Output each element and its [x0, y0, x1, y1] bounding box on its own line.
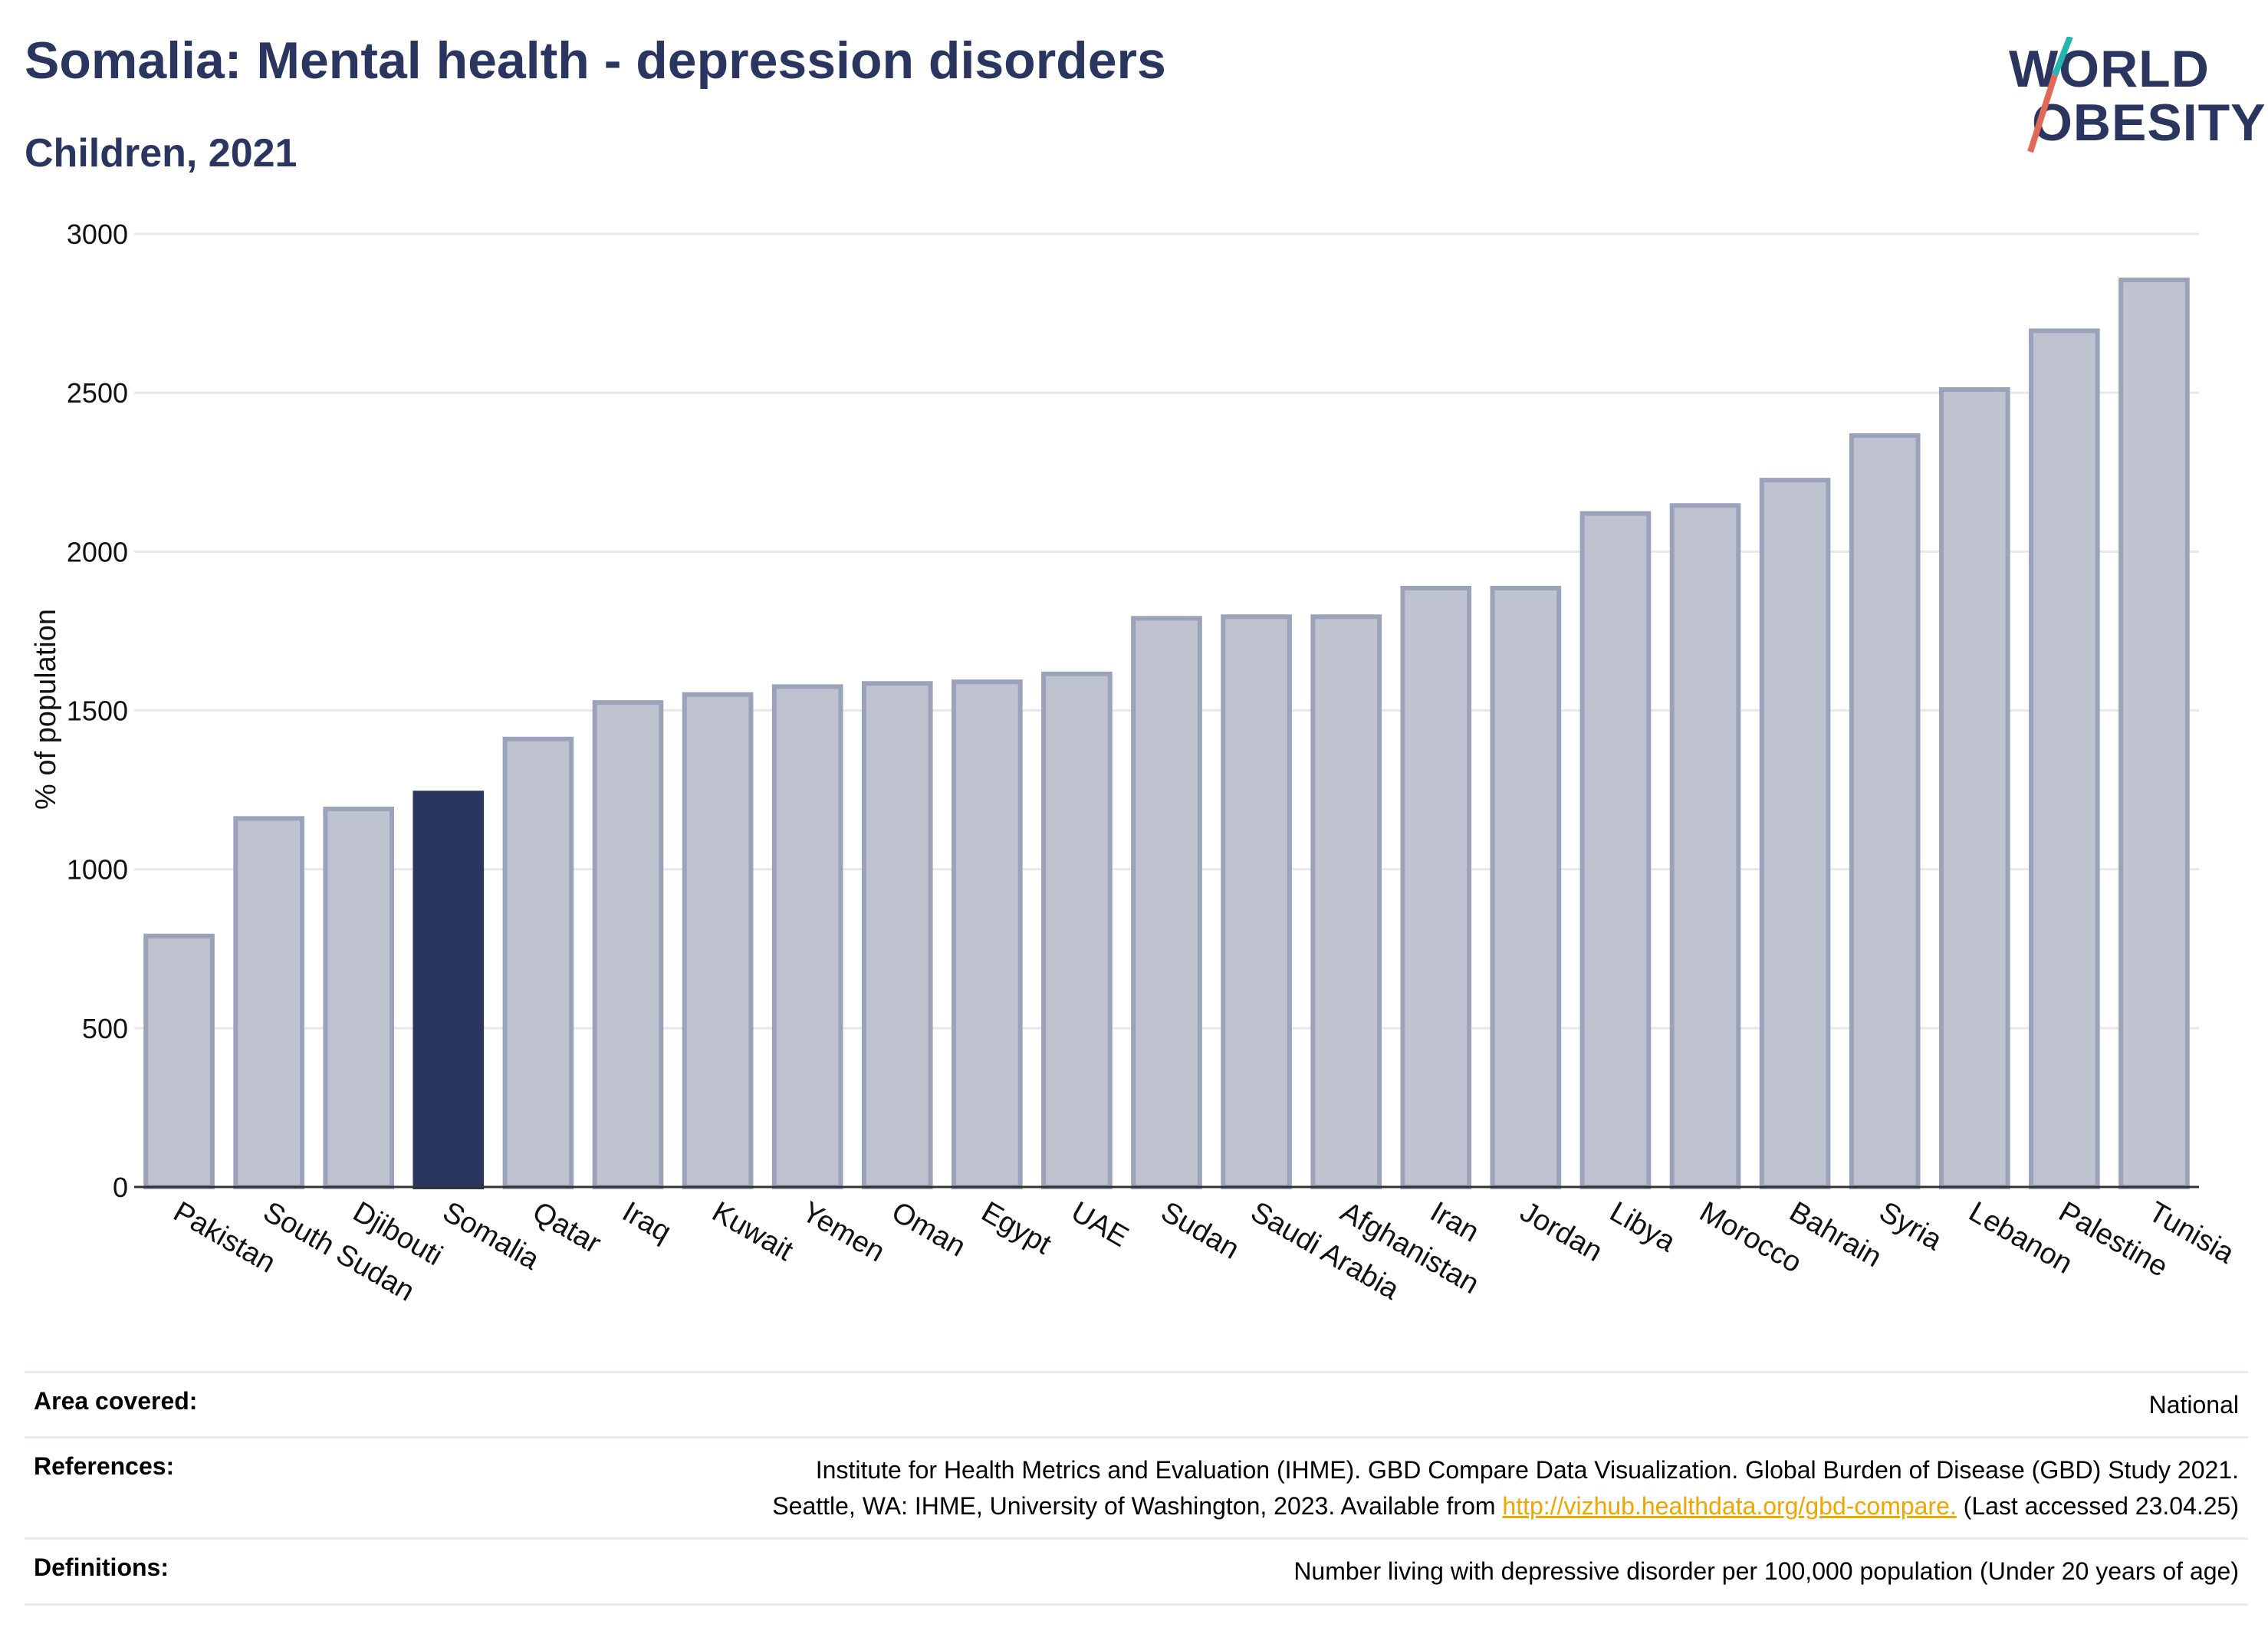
footer-row-area: Area covered: National [25, 1371, 2248, 1436]
bar-sudan [1131, 616, 1202, 1189]
bar-kuwait [682, 692, 754, 1189]
x-tick-label: Pakistan [168, 1195, 281, 1279]
world-obesity-logo: WORLD OBESITY [1994, 37, 2266, 167]
references-value: Institute for Health Metrics and Evaluat… [772, 1452, 2239, 1524]
bar-morocco [1669, 503, 1741, 1189]
bar-yemen [771, 684, 843, 1189]
x-tick-label: Lebanon [1964, 1195, 2078, 1280]
bar-uae [1041, 671, 1113, 1189]
bar-djibouti [323, 806, 395, 1190]
y-tick-label: 500 [82, 1013, 128, 1044]
x-tick-label: Sudan [1155, 1195, 1244, 1265]
page-title: Somalia: Mental health - depression diso… [25, 31, 1166, 90]
y-tick-label: 2000 [67, 536, 128, 567]
x-tick-label: Libya [1604, 1195, 1681, 1258]
bar-jordan [1490, 585, 1562, 1189]
bar-qatar [502, 736, 574, 1189]
logo-slash-icon [2027, 37, 2073, 153]
bar-saudi-arabia [1221, 614, 1292, 1189]
definitions-label: Definitions: [34, 1553, 169, 1582]
footer-row-references: References: Institute for Health Metrics… [25, 1436, 2248, 1537]
x-tick-label: Iran [1425, 1195, 1484, 1248]
bar-syria [1849, 433, 1921, 1189]
references-line-1: Institute for Health Metrics and Evaluat… [815, 1456, 2239, 1484]
x-tick-label: Egypt [976, 1195, 1057, 1261]
x-tick-label: Somalia [437, 1195, 545, 1276]
y-tick-label: 3000 [67, 219, 128, 250]
logo-word-world: WORLD [2009, 40, 2210, 98]
y-tick-label: 1000 [67, 854, 128, 886]
x-tick-label: South Sudan [258, 1195, 419, 1307]
bar-egypt [952, 679, 1023, 1189]
definitions-value: Number living with depressive disorder p… [1293, 1557, 2239, 1586]
x-tick-label: Oman [886, 1195, 971, 1263]
bar-libya [1579, 511, 1652, 1189]
bar-lebanon [1938, 387, 2010, 1190]
x-tick-label: Yemen [797, 1195, 890, 1268]
logo-word-obesity: OBESITY [2032, 94, 2266, 152]
x-tick-label: Kuwait [707, 1195, 799, 1267]
bar-oman [861, 681, 933, 1189]
x-tick-label: Jordan [1514, 1195, 1608, 1267]
bar-pakistan [143, 933, 215, 1190]
bar-palestine [2029, 328, 2100, 1189]
chart-footer: Area covered: National References: Insti… [25, 1371, 2248, 1606]
area-covered-label: Area covered: [34, 1387, 198, 1415]
y-tick-label: 1500 [67, 695, 128, 727]
x-tick-label: Morocco [1694, 1195, 1807, 1279]
area-covered-value: National [2148, 1391, 2239, 1419]
bar-afghanistan [1310, 614, 1382, 1189]
references-line-2-post: (Last accessed 23.04.25) [1963, 1491, 2239, 1520]
references-label: References: [34, 1452, 175, 1481]
x-tick-label: UAE [1066, 1195, 1134, 1253]
bar-somalia [413, 791, 485, 1189]
bar-iran [1400, 585, 1472, 1189]
bar-iraq [592, 700, 664, 1189]
y-tick-label: 0 [113, 1172, 128, 1203]
bar-tunisia [2118, 278, 2190, 1189]
y-axis-label: % of population [30, 609, 62, 810]
footer-row-definitions: Definitions: Number living with depressi… [25, 1537, 2248, 1606]
x-tick-label: Iraq [616, 1195, 676, 1248]
page-subtitle: Children, 2021 [25, 131, 297, 176]
bar-bahrain [1759, 478, 1831, 1189]
bar-south-sudan [233, 816, 304, 1190]
references-link[interactable]: http://vizhub.healthdata.org/gbd-compare… [1502, 1491, 1957, 1520]
y-tick-label: 2500 [67, 377, 128, 409]
references-line-2-pre: Seattle, WA: IHME, University of Washing… [772, 1491, 1496, 1520]
